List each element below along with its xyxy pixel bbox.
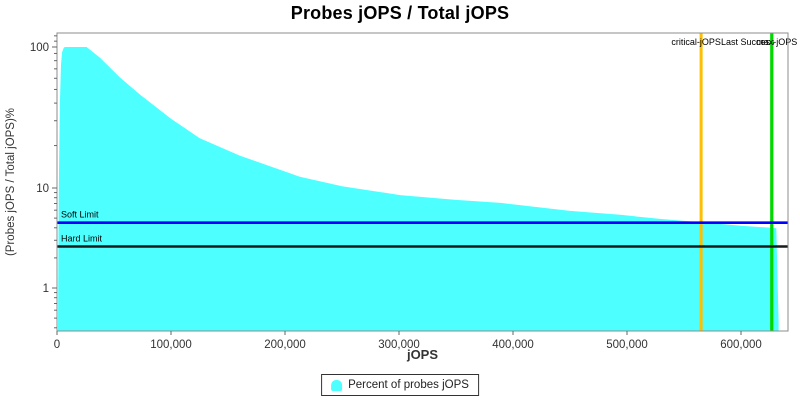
x-axis-label: jOPS: [406, 347, 439, 362]
x-tick-label: 600,000: [720, 339, 762, 351]
x-tick-label: 200,000: [264, 339, 306, 351]
refline-label-hard-limit: Hard Limit: [61, 234, 103, 244]
chart-title: Probes jOPS / Total jOPS: [290, 3, 510, 23]
y-tick-label: 1: [43, 283, 49, 295]
legend-label: Percent of probes jOPS: [348, 379, 469, 391]
x-tick-label: 0: [54, 339, 60, 351]
x-tick-label: 500,000: [606, 339, 648, 351]
refline-label-soft-limit: Soft Limit: [61, 210, 99, 220]
x-tick-label: 100,000: [150, 339, 192, 351]
refline-label-critical-jops: critical-jOPS: [671, 37, 721, 47]
x-tick-label: 400,000: [492, 339, 534, 351]
series-area-percent-of-probes-jops: [58, 47, 779, 331]
legend-area-marker-icon: [331, 379, 343, 391]
refline-label-last-success: Last Success: [721, 37, 775, 47]
refline-label-max-jops: max-jOPS: [756, 37, 797, 47]
legend: Percent of probes jOPS: [321, 374, 479, 396]
plot-border: [56, 32, 789, 332]
y-tick-label: 100: [30, 42, 49, 54]
x-tick-label: 300,000: [378, 339, 420, 351]
y-tick-label: 10: [36, 183, 49, 195]
